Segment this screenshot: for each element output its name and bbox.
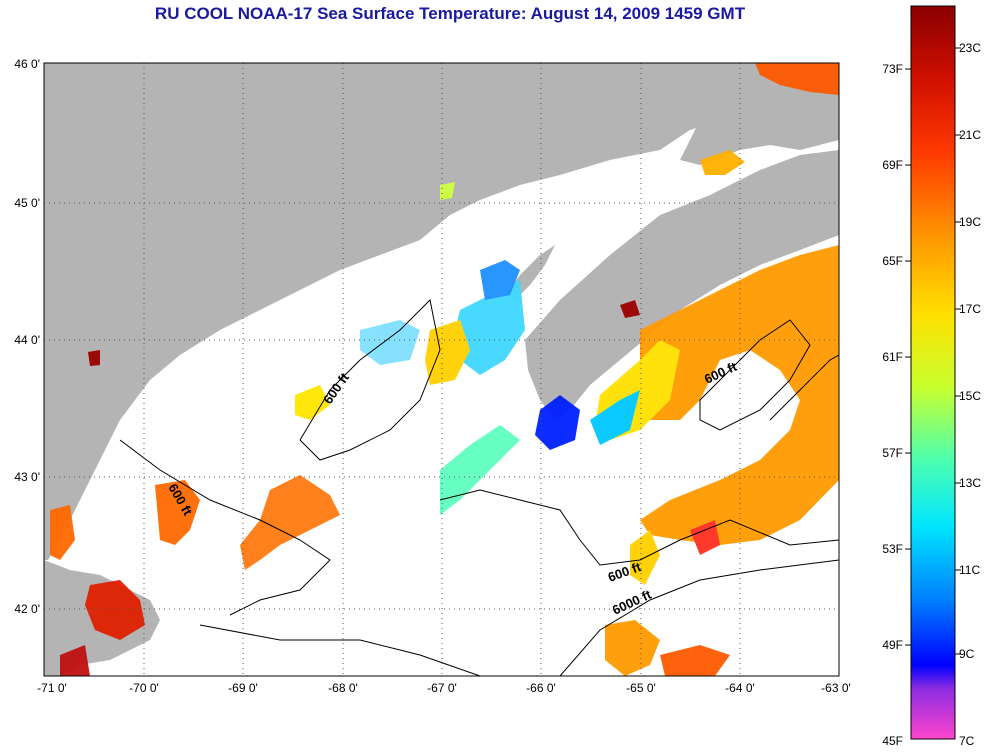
colorbar: 73F 69F 65F 61F 57F 53F 49F 45F 23C 21C … (882, 5, 981, 748)
lat-tick-label: 45 0' (14, 196, 40, 210)
colorbar-c-label: 21C (959, 128, 981, 142)
contour-600ft-east (769, 354, 839, 421)
colorbar-f-label: 73F (882, 62, 903, 76)
lon-tick-label: -70 0' (129, 681, 159, 695)
map-frame (43, 62, 840, 677)
colorbar-c-label: 15C (959, 389, 981, 403)
colorbar-gradient (910, 5, 956, 740)
colorbar-f-label: 61F (882, 350, 903, 364)
colorbar-f-label: 49F (882, 638, 903, 652)
contour-600ft-west (119, 439, 331, 616)
lon-tick-label: -65 0' (626, 681, 656, 695)
colorbar-c-label: 13C (959, 476, 981, 490)
lon-tick-label: -68 0' (328, 681, 358, 695)
land-mainland (44, 63, 720, 560)
land-nova-scotia (525, 150, 839, 420)
lon-tick-label: -63 0' (821, 681, 851, 695)
lon-tick-label: -69 0' (228, 681, 258, 695)
contour-6000ft-shelf (559, 559, 839, 676)
map-title: RU COOL NOAA-17 Sea Surface Temperature:… (154, 4, 746, 23)
lon-tick-label: -64 0' (725, 681, 755, 695)
colorbar-f-label: 57F (882, 446, 903, 460)
lon-tick-label: -66 0' (526, 681, 556, 695)
lat-tick-label: 44 0' (14, 333, 40, 347)
lon-tick-label: -71 0' (37, 681, 67, 695)
colorbar-c-label: 17C (959, 302, 981, 316)
lat-axis: 46 0' 45 0' 44 0' 43 0' 42 0' (14, 57, 40, 616)
colorbar-f-label: 53F (882, 542, 903, 556)
lon-axis: -71 0' -70 0' -69 0' -68 0' -67 0' -66 0… (37, 681, 851, 695)
lat-tick-label: 43 0' (14, 470, 40, 484)
colorbar-c-label: 7C (959, 734, 975, 748)
contour-600ft-georges (439, 489, 839, 566)
colorbar-c-label: 11C (959, 563, 980, 577)
colorbar-c-label: 19C (959, 215, 981, 229)
graticule (44, 63, 839, 676)
colorbar-f-label: 69F (882, 158, 903, 172)
colorbar-c-label: 23C (959, 41, 981, 55)
colorbar-f-label: 65F (882, 254, 903, 268)
lon-tick-label: -67 0' (427, 681, 457, 695)
contour-6000ft (199, 624, 481, 676)
contour-600ft-ns (699, 319, 811, 431)
lat-tick-label: 42 0' (14, 602, 40, 616)
colorbar-f-label: 45F (882, 734, 903, 748)
land-new-brunswick (560, 63, 839, 165)
lat-tick-label: 46 0' (14, 57, 40, 71)
depth-contours (119, 298, 839, 676)
contour-600ft-gulf (299, 298, 441, 461)
colorbar-c-label: 9C (959, 647, 975, 661)
